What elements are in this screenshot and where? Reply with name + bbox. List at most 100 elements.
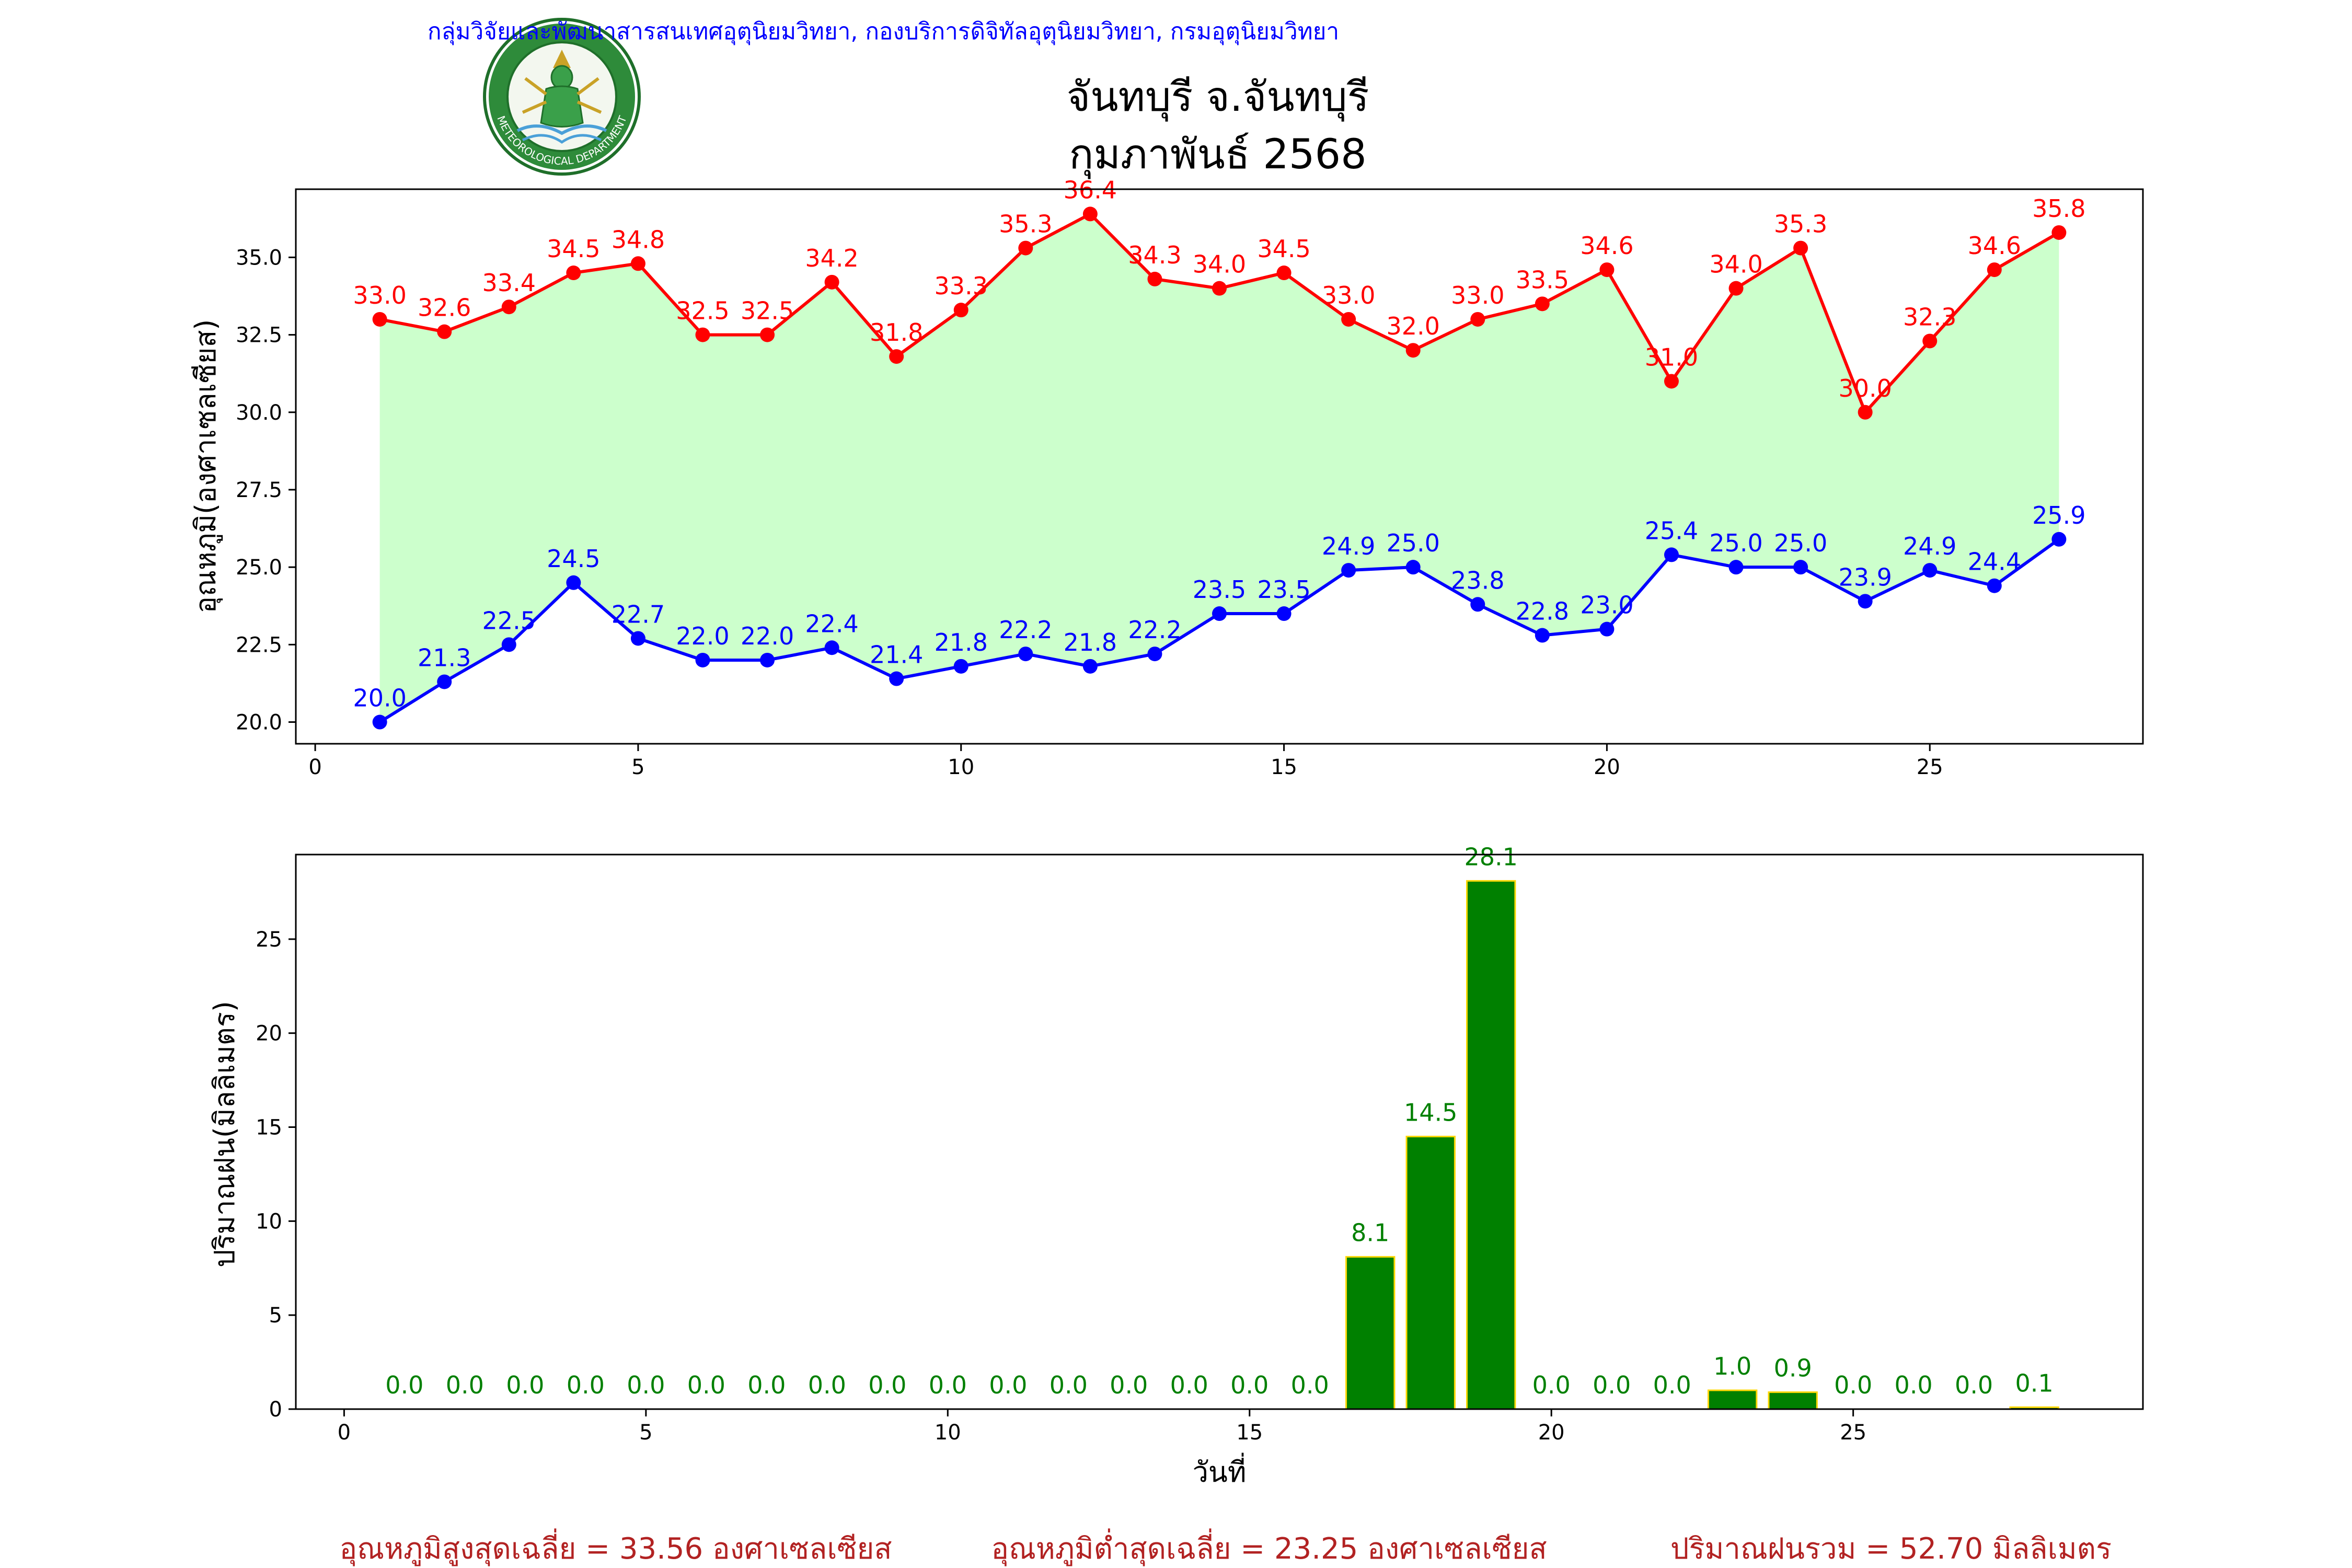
min-temperature-label: 21.3 bbox=[418, 643, 471, 672]
max-temperature-point bbox=[1276, 266, 1292, 281]
min-temperature-label: 21.4 bbox=[870, 641, 923, 669]
max-temperature-point bbox=[1793, 240, 1808, 256]
average-max-temperature: อุณหภูมิสูงสุดเฉลี่ย = 33.56 องศาเซลเซีย… bbox=[339, 1528, 892, 1566]
min-temperature-label: 22.5 bbox=[482, 606, 536, 635]
min-temperature-label: 23.5 bbox=[1193, 575, 1246, 604]
max-temperature-point bbox=[695, 327, 710, 342]
rainfall-y-axis-label: ปริมาณฝน(มิลลิเมตร) bbox=[208, 1001, 241, 1267]
min-temperature-label: 25.0 bbox=[1709, 529, 1762, 557]
min-temperature-label: 20.0 bbox=[353, 684, 406, 712]
max-temperature-label: 32.5 bbox=[676, 297, 729, 325]
min-temperature-point bbox=[1599, 621, 1615, 637]
min-temperature-label: 25.9 bbox=[2032, 501, 2085, 529]
max-temperature-point bbox=[1405, 343, 1421, 358]
min-temperature-label: 24.4 bbox=[1968, 548, 2021, 576]
min-temperature-point bbox=[1987, 578, 2002, 593]
rainfall-label: 28.1 bbox=[1464, 843, 1517, 871]
rainfall-label: 0.0 bbox=[1291, 1371, 1329, 1399]
min-temperature-label: 24.9 bbox=[1903, 532, 1956, 560]
rainfall-bar bbox=[1405, 1135, 1456, 1410]
temperature-y-tick-label: 22.5 bbox=[236, 633, 282, 657]
rainfall-label: 0.0 bbox=[1110, 1371, 1148, 1399]
temperature-y-tick-label: 35.0 bbox=[236, 246, 282, 270]
agency-line: กลุ่มวิจัยและพัฒนาสารสนเทศอุตุนิยมวิทยา,… bbox=[428, 18, 1339, 45]
temperature-x-tick-label: 20 bbox=[1594, 755, 1620, 779]
max-temperature-point bbox=[1470, 312, 1485, 327]
temperature-axis-ticks: 0 5 10 15 20 25 20.0 22.5 25.0 27.5 30.0 32.5 35.0 bbox=[236, 246, 1943, 779]
min-temperature-point bbox=[1276, 606, 1292, 621]
rainfall-label: 0.0 bbox=[446, 1371, 484, 1399]
min-temperature-label: 23.8 bbox=[1451, 566, 1504, 594]
rainfall-label: 1.0 bbox=[1713, 1352, 1751, 1380]
temperature-y-tick-label: 30.0 bbox=[236, 401, 282, 425]
rainfall-x-tick-label: 15 bbox=[1236, 1421, 1263, 1445]
rainfall-bars bbox=[379, 880, 2059, 1410]
rainfall-label: 0.0 bbox=[929, 1371, 967, 1399]
min-temperature-label: 24.5 bbox=[547, 545, 600, 573]
max-temperature-label: 35.3 bbox=[1774, 210, 1827, 238]
max-temperature-label: 30.0 bbox=[1838, 374, 1892, 402]
max-temperature-label: 34.2 bbox=[805, 244, 858, 272]
max-temperature-point bbox=[760, 327, 775, 342]
min-temperature-point bbox=[1018, 647, 1033, 662]
min-temperature-label: 22.2 bbox=[1128, 616, 1181, 644]
seal-top-text: กรมอุตุนิยมวิทยา bbox=[0, 0, 115, 5]
min-temperature-point bbox=[1535, 628, 1550, 643]
rainfall-label: 0.0 bbox=[868, 1371, 906, 1399]
rainfall-y-tick-label: 5 bbox=[269, 1304, 282, 1328]
min-temperature-label: 23.0 bbox=[1580, 591, 1633, 619]
min-temperature-point bbox=[372, 714, 387, 730]
max-temperature-point bbox=[1341, 312, 1356, 327]
rainfall-x-tick-label: 25 bbox=[1840, 1421, 1866, 1445]
max-temperature-point bbox=[1987, 262, 2002, 278]
max-temperature-point bbox=[437, 324, 452, 339]
rainfall-label: 0.0 bbox=[1955, 1371, 1993, 1399]
max-temperature-point bbox=[372, 312, 387, 327]
min-temperature-point bbox=[1664, 547, 1679, 562]
min-temperature-point bbox=[2051, 532, 2067, 547]
temperature-chart: 0 5 10 15 20 25 20.0 22.5 25.0 27.5 30.0 32.5 35.0 3… bbox=[189, 176, 2144, 779]
min-temperature-label: 22.2 bbox=[999, 616, 1052, 644]
rainfall-bar bbox=[1466, 880, 1516, 1410]
min-temperature-point bbox=[1147, 647, 1162, 662]
min-temperature-points bbox=[372, 532, 2067, 730]
rainfall-axis-ticks: 0 5 10 15 20 25 0 5 10 15 20 25 bbox=[256, 928, 1866, 1445]
temperature-x-tick-label: 10 bbox=[948, 755, 974, 779]
min-temperature-label: 25.4 bbox=[1645, 516, 1698, 545]
min-temperature-point bbox=[760, 652, 775, 667]
rainfall-label: 0.0 bbox=[1050, 1371, 1088, 1399]
min-temperature-label: 22.0 bbox=[741, 622, 794, 650]
rainfall-label: 0.0 bbox=[567, 1371, 605, 1399]
min-temperature-point bbox=[566, 575, 581, 590]
max-temperature-label: 34.6 bbox=[1968, 232, 2021, 260]
max-temperature-point bbox=[501, 299, 516, 315]
max-temperature-point bbox=[630, 256, 645, 271]
rainfall-label: 0.0 bbox=[1653, 1371, 1691, 1399]
rainfall-y-tick-label: 20 bbox=[256, 1022, 282, 1046]
min-temperature-point bbox=[1793, 560, 1808, 575]
rainfall-label: 0.0 bbox=[1532, 1371, 1571, 1399]
temperature-y-tick-label: 25.0 bbox=[236, 556, 282, 580]
min-temperature-point bbox=[1405, 560, 1421, 575]
min-temperature-point bbox=[437, 674, 452, 689]
min-temperature-label: 22.0 bbox=[676, 622, 729, 650]
rainfall-label: 0.1 bbox=[2015, 1369, 2054, 1397]
min-temperature-point bbox=[695, 652, 710, 667]
rainfall-y-tick-label: 10 bbox=[256, 1209, 282, 1233]
min-temperature-data-labels: 20.0 21.3 22.5 24.5 22.7 22.0 22.0 22.4 21.4 21.8… bbox=[353, 501, 2085, 712]
max-temperature-label: 34.5 bbox=[1257, 235, 1310, 263]
rainfall-label: 14.5 bbox=[1404, 1098, 1457, 1126]
min-temperature-point bbox=[501, 637, 516, 652]
rainfall-x-axis-label: วันที่ bbox=[1193, 1452, 1247, 1489]
min-temperature-label: 25.0 bbox=[1386, 529, 1439, 557]
max-temperature-point bbox=[1664, 374, 1679, 389]
min-temperature-point bbox=[824, 640, 839, 655]
max-temperature-label: 31.8 bbox=[870, 318, 923, 347]
min-temperature-point bbox=[1470, 597, 1485, 612]
min-temperature-point bbox=[1728, 560, 1744, 575]
min-temperature-point bbox=[1212, 606, 1227, 621]
rainfall-bar bbox=[1707, 1389, 1758, 1410]
station-title: จันทบุรี จ.จันทบุรี bbox=[1067, 74, 1369, 122]
